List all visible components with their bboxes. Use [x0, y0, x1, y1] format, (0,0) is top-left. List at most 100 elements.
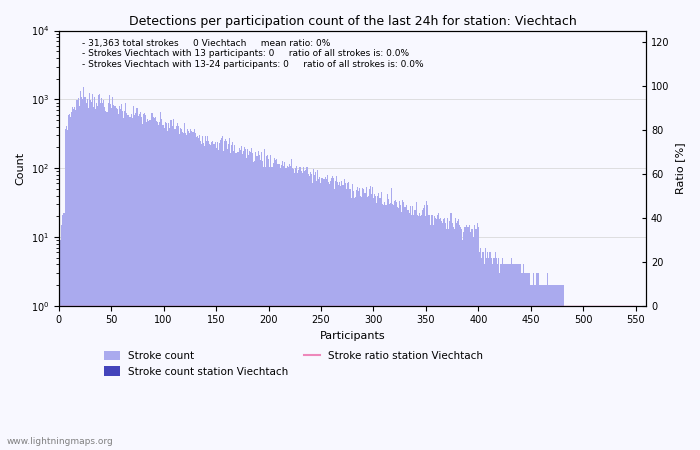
Bar [392, 204, 393, 450]
Bar [432, 215, 433, 450]
Bar [233, 151, 235, 450]
Bar [334, 189, 335, 450]
Bar [390, 203, 391, 450]
Bar [202, 136, 203, 450]
Bar [208, 141, 209, 450]
Bar [271, 166, 272, 450]
Bar [231, 144, 232, 450]
Bar [631, 306, 632, 450]
Bar [246, 158, 247, 450]
Bar [622, 306, 624, 450]
Bar [514, 264, 515, 450]
Bar [272, 166, 273, 450]
Bar [354, 198, 355, 450]
Bar [89, 93, 90, 450]
Bar [626, 306, 628, 450]
Bar [156, 121, 157, 450]
Bar [268, 158, 269, 450]
Bar [460, 227, 461, 450]
Bar [620, 306, 622, 450]
Bar [603, 306, 605, 450]
X-axis label: Participants: Participants [320, 331, 385, 341]
Bar [69, 114, 70, 450]
Bar [285, 167, 286, 450]
Bar [418, 216, 419, 450]
Bar [204, 146, 205, 450]
Bar [267, 155, 268, 450]
Bar [209, 144, 210, 450]
Bar [573, 306, 574, 450]
Bar [187, 129, 188, 450]
Bar [94, 97, 95, 450]
Bar [377, 196, 378, 450]
Bar [551, 285, 552, 450]
Bar [185, 133, 186, 450]
Bar [178, 135, 180, 450]
Bar [412, 206, 413, 450]
Bar [304, 170, 306, 450]
Bar [378, 193, 379, 450]
Bar [195, 137, 197, 450]
Bar [538, 285, 540, 450]
Bar [461, 229, 462, 450]
Bar [158, 125, 159, 450]
Bar [480, 248, 481, 450]
Text: - 31,363 total strokes     0 Viechtach     mean ratio: 0%
- Strokes Viechtach wi: - 31,363 total strokes 0 Viechtach mean … [83, 39, 424, 68]
Title: Detections per participation count of the last 24h for station: Viechtach: Detections per participation count of th… [129, 15, 576, 28]
Bar [148, 121, 150, 450]
Bar [510, 264, 511, 450]
Bar [328, 182, 329, 450]
Bar [379, 198, 380, 450]
Bar [466, 225, 468, 450]
Stroke ratio station Viechtach [631, 303, 640, 308]
Bar [270, 155, 271, 450]
Bar [232, 142, 233, 450]
Bar [401, 212, 402, 450]
Bar [223, 151, 224, 450]
Bar [410, 206, 411, 450]
Bar [60, 240, 62, 450]
Bar [574, 306, 575, 450]
Bar [92, 94, 93, 450]
Bar [488, 258, 489, 450]
Bar [420, 216, 421, 450]
Bar [426, 201, 428, 450]
Bar [117, 109, 118, 450]
Bar [164, 128, 165, 450]
Bar [315, 172, 316, 450]
Bar [470, 231, 472, 450]
Bar [237, 153, 239, 450]
Bar [618, 306, 620, 450]
Bar [150, 113, 152, 450]
Bar [346, 184, 348, 450]
Bar [140, 112, 141, 450]
Bar [167, 131, 169, 450]
Bar [189, 133, 190, 450]
Stroke ratio station Viechtach [277, 303, 286, 308]
Bar [288, 167, 289, 450]
Bar [289, 164, 290, 450]
Bar [444, 218, 445, 450]
Bar [374, 194, 375, 450]
Bar [505, 264, 506, 450]
Bar [578, 306, 580, 450]
Bar [530, 285, 531, 450]
Bar [592, 306, 593, 450]
Bar [319, 177, 321, 450]
Bar [617, 306, 618, 450]
Bar [527, 273, 528, 450]
Bar [83, 87, 85, 450]
Bar [582, 306, 584, 450]
Bar [180, 128, 181, 450]
Bar [513, 264, 514, 450]
Bar [456, 223, 457, 450]
Bar [580, 306, 582, 450]
Bar [556, 285, 557, 450]
Bar [369, 189, 370, 450]
Bar [243, 151, 244, 450]
Bar [330, 180, 331, 450]
Bar [519, 264, 521, 450]
Bar [184, 123, 185, 450]
Stroke ratio station Viechtach [55, 303, 64, 308]
Bar [502, 258, 503, 450]
